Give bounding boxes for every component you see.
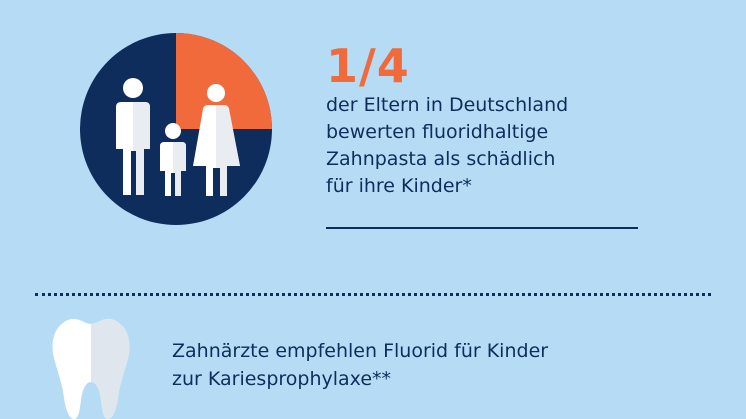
- family-icon: [116, 78, 240, 196]
- stat-description: der Eltern in Deutschland bewerten fluor…: [326, 92, 666, 200]
- stat-description-line: bewerten fluoridhaltige: [326, 121, 549, 143]
- stat-description-line: der Eltern in Deutschland: [326, 94, 569, 116]
- stat-underline: [326, 227, 638, 229]
- stat-description-line: Zahnpasta als schädlich: [326, 148, 556, 170]
- recommendation-text: Zahnärzte empfehlen Fluorid für Kinder z…: [172, 337, 548, 393]
- stat-description-line: für ihre Kinder*: [326, 175, 472, 197]
- stat-value: 1/4: [326, 39, 410, 93]
- recommendation-line: Zahnärzte empfehlen Fluorid für Kinder: [172, 340, 549, 362]
- pie-figure: [80, 33, 272, 225]
- father-figure-icon: [116, 78, 150, 195]
- mother-figure-icon: [193, 84, 240, 196]
- tooth-icon: [52, 318, 130, 419]
- dotted-divider: [35, 293, 711, 296]
- pie-share-slice: [176, 33, 272, 129]
- recommendation-line: zur Kariesprophylaxe**: [172, 368, 392, 390]
- child-figure-icon: [160, 123, 186, 196]
